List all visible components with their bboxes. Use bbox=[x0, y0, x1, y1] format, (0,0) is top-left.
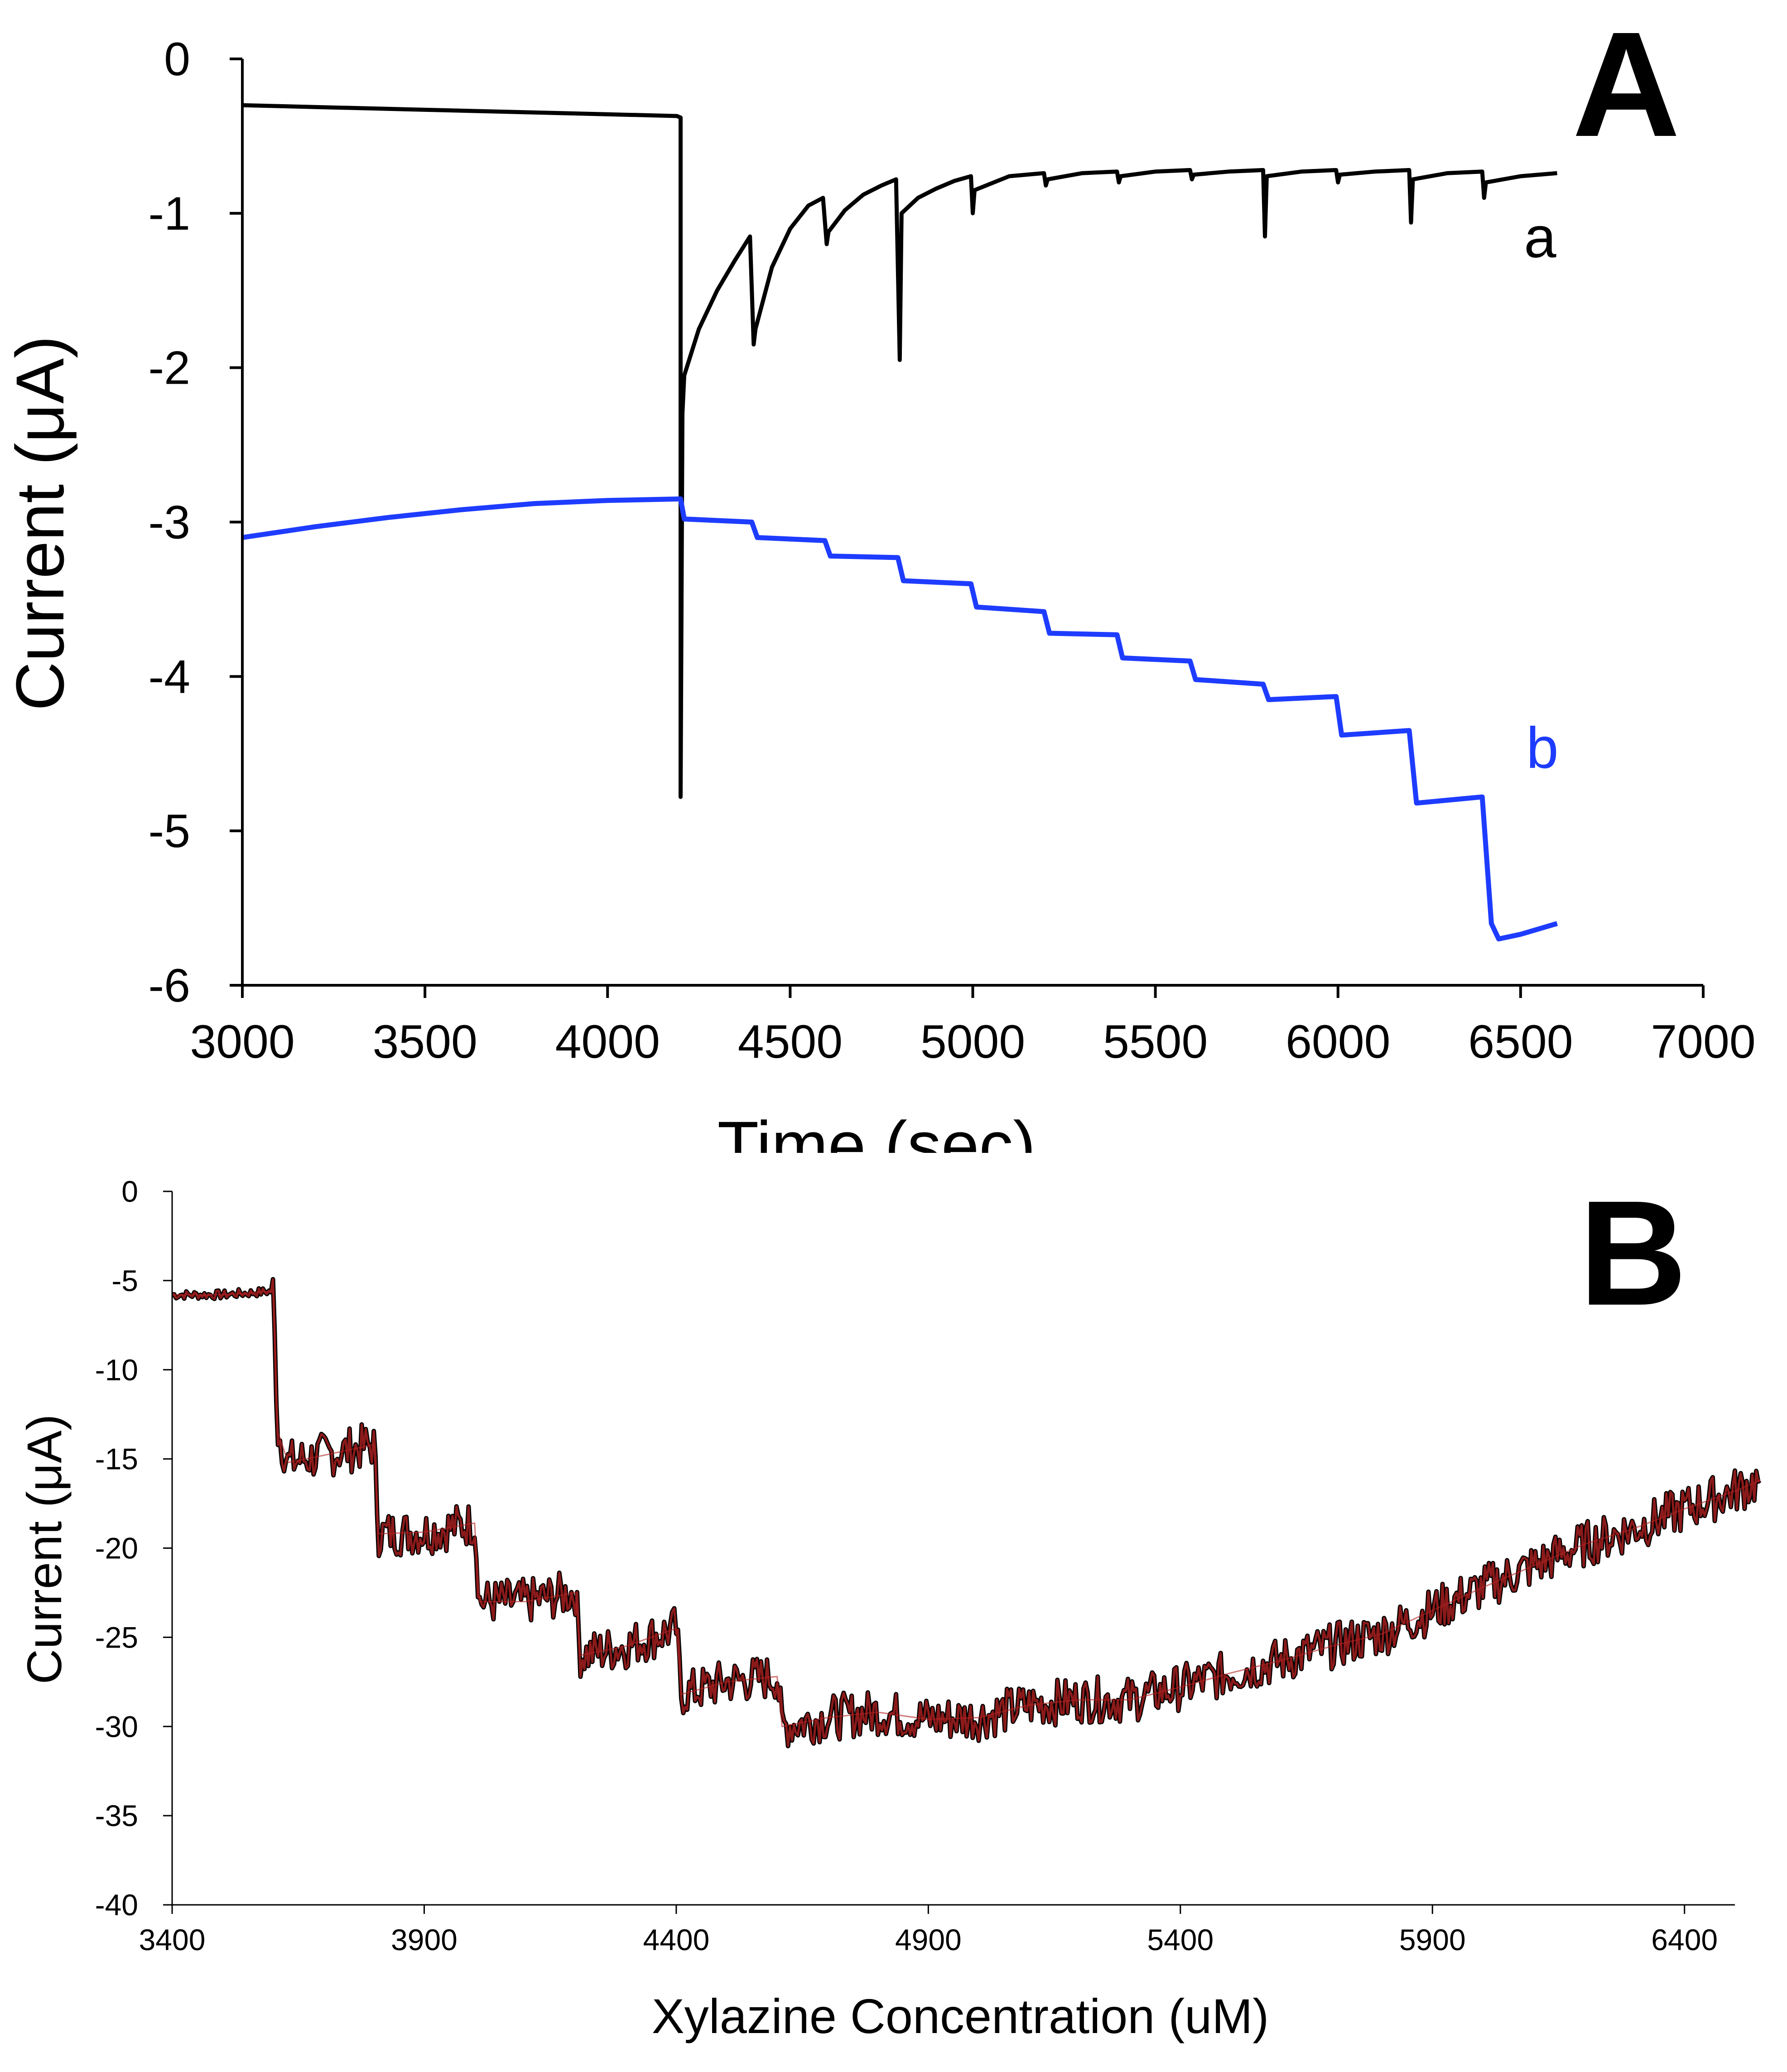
panel-a-y-tick-label: -1 bbox=[149, 188, 190, 240]
panel-b-letter: B bbox=[1579, 1169, 1687, 1336]
panel-b-x-tick-label: 5400 bbox=[1147, 1923, 1214, 1956]
panel-b-chart: 0 -5 -10 -15 -20 -25 -30 -35 -40 3400 3900 4400 490… bbox=[17, 1169, 1762, 2043]
panel-b-y-tick-label: -15 bbox=[95, 1442, 138, 1476]
panel-a-chart: 0 -1 -2 -3 -4 -5 -6 3000 3500 4000 4500 5000 5500 60… bbox=[2, 0, 1756, 1068]
panel-b-y-tick-label: -40 bbox=[95, 1888, 138, 1922]
series-b-line bbox=[242, 496, 1558, 942]
panel-a-x-tick-label: 5000 bbox=[920, 1016, 1025, 1068]
panel-b-x-tick-label: 4400 bbox=[643, 1923, 709, 1956]
panel-b-x-tick-label: 6400 bbox=[1651, 1923, 1718, 1956]
panel-a-x-tick-label: 3000 bbox=[190, 1016, 294, 1068]
panel-a-y-tick-label: 0 bbox=[164, 33, 190, 86]
panel-b-y-tick-label: 0 bbox=[121, 1175, 138, 1208]
panel-a-y-tick-label: -5 bbox=[149, 805, 190, 858]
panel-a-x-ticks: 3000 3500 4000 4500 5000 5500 6000 6500 7000 bbox=[190, 985, 1756, 1068]
panel-b-y-tick-label: -20 bbox=[95, 1532, 138, 1565]
panel-b-y-tick-label: -25 bbox=[95, 1620, 138, 1654]
panel-b-x-tick-label: 3400 bbox=[139, 1923, 206, 1956]
panel-a-series-group bbox=[242, 103, 1558, 942]
panel-a-y-tick-label: -4 bbox=[149, 651, 190, 703]
panel-a-x-tick-label: 7000 bbox=[1651, 1016, 1755, 1068]
panel-b-trace-line bbox=[172, 1278, 1761, 1747]
panel-b-x-axis-title: Xylazine Concentration (uM) bbox=[652, 1989, 1269, 2043]
panel-a-x-tick-label: 5500 bbox=[1103, 1016, 1208, 1068]
panel-b-y-tick-label: -35 bbox=[95, 1799, 138, 1832]
panel-a-y-ticks: 0 -1 -2 -3 -4 -5 -6 bbox=[149, 33, 242, 1012]
panel-a-x-axis-title: Time (sec) bbox=[718, 1107, 1036, 1183]
panel-b-trend-line bbox=[172, 1290, 1761, 1728]
series-b-label: b bbox=[1526, 716, 1558, 781]
panel-b-x-tick-label: 5900 bbox=[1399, 1923, 1466, 1956]
panel-a-y-tick-label: -6 bbox=[149, 959, 190, 1012]
series-a-line bbox=[242, 103, 1557, 799]
panel-b-y-tick-label: -10 bbox=[95, 1353, 138, 1387]
panel-a-y-axis-title: Current (μA) bbox=[2, 336, 78, 711]
panel-b-y-axis-title: Current (μA) bbox=[17, 1414, 72, 1684]
panel-a-x-tick-label: 4500 bbox=[738, 1016, 843, 1068]
panel-b-x-tick-label: 3900 bbox=[391, 1923, 458, 1956]
panel-b-y-tick-label: -30 bbox=[95, 1710, 138, 1743]
panel-b-y-tick-label: -5 bbox=[111, 1264, 138, 1297]
panel-a-x-tick-label: 6000 bbox=[1286, 1016, 1390, 1068]
series-a-label: a bbox=[1524, 205, 1556, 270]
panel-a-letter: A bbox=[1572, 0, 1680, 168]
panel-b-y-ticks: 0 -5 -10 -15 -20 -25 -30 -35 -40 bbox=[95, 1175, 172, 1922]
panel-b-x-ticks: 3400 3900 4400 4900 5400 5900 6400 bbox=[139, 1905, 1718, 1956]
panel-b-x-tick-label: 4900 bbox=[895, 1923, 962, 1956]
panel-a-x-tick-label: 4000 bbox=[555, 1016, 660, 1068]
panel-a-x-tick-label: 3500 bbox=[372, 1016, 477, 1068]
panel-a-x-tick-label: 6500 bbox=[1468, 1016, 1573, 1068]
panel-a-y-tick-label: -2 bbox=[149, 342, 190, 395]
panel-a-y-tick-label: -3 bbox=[149, 496, 190, 549]
panel-b-series-group bbox=[171, 1277, 1762, 1749]
